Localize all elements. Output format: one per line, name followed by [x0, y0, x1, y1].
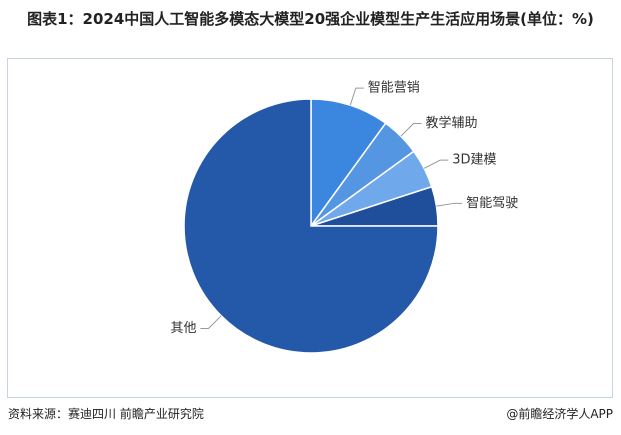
- leader-line: [436, 202, 463, 207]
- leader-line: [349, 87, 364, 106]
- chart-title: 图表1：2024中国人工智能多模态大模型20强企业模型生产生活应用场景(单位：%…: [27, 10, 594, 28]
- slice-label: 智能驾驶: [466, 196, 518, 211]
- pie-slice: [310, 98, 387, 229]
- slice-label: 智能营销: [368, 81, 420, 96]
- leader-line: [423, 159, 449, 169]
- chart-frame: [7, 58, 613, 398]
- slice-label: 教学辅助: [426, 115, 478, 131]
- leader-line: [200, 315, 222, 330]
- slice-label: 其他: [170, 321, 196, 336]
- brand: @前瞻经济学人APP: [506, 407, 613, 421]
- leader-line: [400, 122, 422, 137]
- source: 资料来源：赛迪四川 前瞻产业研究院: [8, 407, 204, 421]
- slice-label: 3D建模: [452, 153, 496, 168]
